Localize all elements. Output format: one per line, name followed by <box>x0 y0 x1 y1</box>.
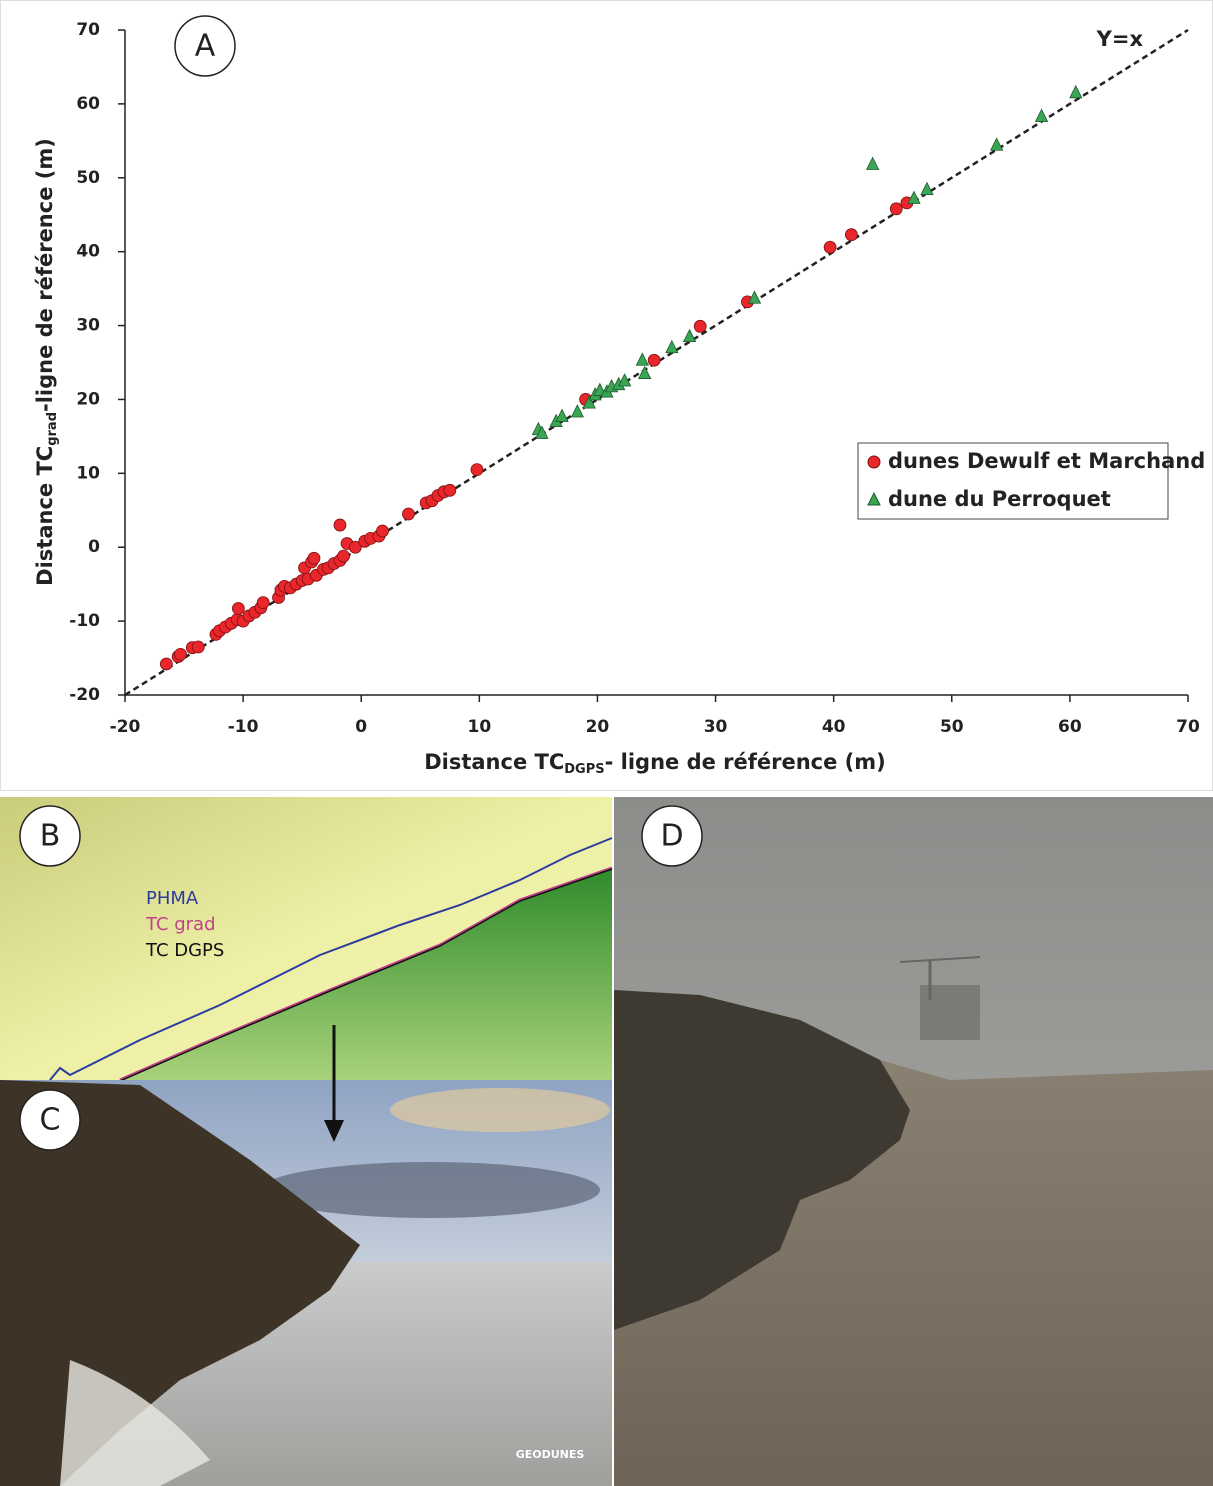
point <box>665 339 679 354</box>
panel-badge <box>641 805 703 867</box>
point <box>638 365 652 379</box>
point <box>535 425 549 439</box>
x-tick-label: -10 <box>228 717 259 737</box>
point <box>647 353 661 367</box>
watermark: GEODUNES <box>516 1448 585 1461</box>
x-tick-label: 70 <box>1176 717 1200 737</box>
y-tick-label: 0 <box>88 537 100 557</box>
point <box>402 507 415 521</box>
map-legend-item: TC DGPS <box>145 940 224 961</box>
x-tick-label: 20 <box>586 717 610 737</box>
panel-c-photo: GEODUNES <box>0 1080 612 1486</box>
point <box>582 395 596 409</box>
panel-b-map: PHMA TC grad TC DGPS <box>0 797 613 1082</box>
point <box>865 156 880 170</box>
x-label-sub: DGPS <box>564 762 604 777</box>
point <box>990 137 1004 151</box>
y-label-rest: -ligne de référence (m) <box>33 138 57 412</box>
x-tick-label: 50 <box>940 717 964 737</box>
legend-label: dune du Perroquet <box>888 487 1111 511</box>
point <box>747 290 762 304</box>
point <box>191 640 205 654</box>
y-tick-label: -10 <box>69 611 100 631</box>
y-label-main: Distance TC <box>33 446 57 586</box>
point <box>307 551 321 565</box>
point <box>337 549 350 563</box>
y-tick-label: 70 <box>76 20 100 40</box>
point <box>159 657 173 671</box>
chart: -20 -10 0 10 20 30 40 50 60 70 -20 -10 0 10 20 30 40 50 60… <box>69 20 1205 737</box>
point <box>376 524 389 538</box>
panel-badge <box>174 15 236 77</box>
legend-symbol <box>867 491 881 506</box>
map-legend-item: PHMA <box>146 888 199 909</box>
y-tick-label: 30 <box>76 316 100 336</box>
x-tick-label: 60 <box>1058 717 1082 737</box>
map-legend-item: TC grad <box>145 914 216 935</box>
x-tick-label: 0 <box>355 717 367 737</box>
x-tick-label: -20 <box>110 717 141 737</box>
point <box>617 373 632 387</box>
point <box>889 202 903 216</box>
y-tick-label: 40 <box>76 242 100 262</box>
legend-label: dunes Dewulf et Marchand <box>888 449 1205 473</box>
point <box>174 647 187 661</box>
point <box>348 540 362 554</box>
point <box>823 240 837 254</box>
point <box>682 328 697 343</box>
point <box>635 352 649 366</box>
x-tick-label: 30 <box>704 717 728 737</box>
point <box>231 602 245 615</box>
y-tick-label: 20 <box>76 389 100 409</box>
y-tick-label: 10 <box>76 463 100 483</box>
point <box>1034 108 1049 122</box>
x-tick-label: 40 <box>822 717 846 737</box>
x-label-main: Distance TC <box>424 750 564 774</box>
point <box>844 228 858 242</box>
y-tick-label: -20 <box>69 685 100 705</box>
legend-symbol <box>867 455 881 469</box>
arrow-head <box>324 1120 344 1142</box>
legend-box <box>857 442 1169 520</box>
y-label-sub: grad <box>45 412 60 446</box>
panel-d-photo <box>614 797 1213 1486</box>
point <box>907 190 921 204</box>
panel-label: D <box>660 819 683 854</box>
panel-badge <box>19 805 81 867</box>
point <box>470 463 484 477</box>
point <box>256 596 270 610</box>
point <box>555 408 569 422</box>
reference-line <box>124 28 1189 697</box>
x-label-rest: - ligne de référence (m) <box>605 750 886 774</box>
x-axis-label: Distance TCDGPS- ligne de référence (m) <box>424 750 886 777</box>
x-tick-label: 10 <box>467 717 491 737</box>
point <box>693 319 707 333</box>
panel-label: C <box>40 1103 61 1138</box>
panel-label: B <box>40 819 61 854</box>
y-tick-label: 50 <box>76 168 100 188</box>
point <box>443 483 457 497</box>
point <box>333 518 347 532</box>
panel-label: A <box>195 29 216 64</box>
reference-line-label: Y=x <box>1096 27 1144 51</box>
y-axis-label: Distance TCgrad-ligne de référence (m) <box>33 138 60 586</box>
y-tick-label: 60 <box>76 94 100 114</box>
point <box>570 404 585 418</box>
point <box>1069 84 1083 99</box>
panel-badge <box>19 1089 81 1151</box>
point <box>920 181 934 196</box>
